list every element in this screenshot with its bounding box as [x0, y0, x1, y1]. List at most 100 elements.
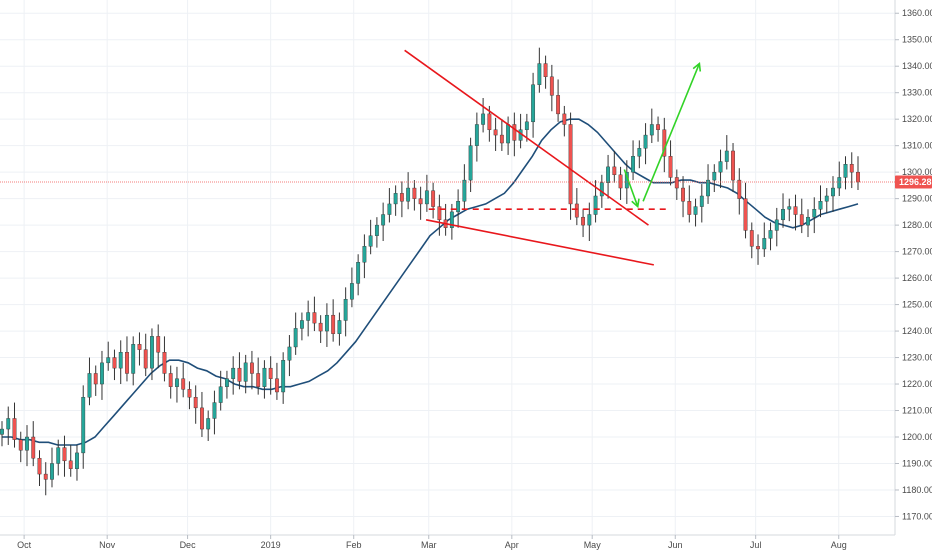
x-axis[interactable]: Oct Nov Dec 2019 Feb Mar Apr May Jun Jul Aug — [17, 535, 847, 550]
candle-up — [374, 224, 379, 236]
candle-up — [56, 447, 61, 464]
x-tick-label: May — [584, 540, 602, 550]
y-tick-label: 1220.00 — [902, 379, 932, 389]
candle-up — [118, 352, 123, 369]
upper-trendline — [404, 49, 649, 226]
candle-down — [62, 447, 67, 462]
candle-down — [512, 124, 517, 141]
y-tick-label: 1270.00 — [902, 247, 932, 257]
candle-up — [356, 262, 361, 284]
candle-up — [456, 201, 461, 213]
candle-down — [581, 216, 585, 226]
candle-down — [556, 95, 561, 115]
candle-down — [31, 436, 36, 459]
candle-down — [187, 389, 192, 398]
candle-up — [787, 206, 792, 210]
candle-up — [343, 299, 348, 321]
arrow-up-head — [692, 62, 702, 72]
candle-up — [225, 378, 229, 387]
candle-down — [143, 349, 148, 369]
y-tick-label: 1360.00 — [902, 8, 932, 18]
candle-up — [649, 124, 654, 136]
candle-up — [150, 336, 154, 369]
candle-up — [218, 386, 223, 403]
moving-average-layer — [2, 118, 859, 446]
candle-down — [318, 322, 323, 332]
candle-up — [231, 367, 236, 379]
candle-down — [437, 206, 442, 221]
candle-up — [643, 134, 648, 149]
candle-down — [687, 201, 692, 215]
candle-down — [256, 373, 261, 387]
candle-down — [543, 63, 548, 78]
y-tick-label: 1180.00 — [902, 485, 932, 495]
y-tick-label: 1310.00 — [902, 141, 932, 151]
x-tick-label: 2019 — [261, 540, 281, 550]
candle-down — [37, 457, 42, 475]
candle-up — [724, 150, 729, 162]
candle-down — [849, 164, 854, 173]
candle-down — [737, 179, 742, 199]
candle-up — [631, 156, 635, 173]
x-tick-label: Jul — [750, 540, 762, 550]
candle-up — [537, 63, 542, 85]
candle-up — [381, 214, 386, 226]
candle-down — [431, 190, 436, 207]
candle-up — [106, 357, 111, 364]
x-tick-label: Feb — [346, 540, 362, 550]
candle-up — [693, 206, 698, 215]
y-tick-label: 1330.00 — [902, 88, 932, 98]
candle-down — [731, 150, 735, 181]
candle-up — [424, 190, 429, 205]
candle-down — [112, 357, 117, 369]
candle-down — [681, 187, 685, 202]
candle-up — [406, 187, 411, 202]
candle-down — [499, 134, 504, 144]
candle-up — [474, 124, 479, 146]
y-tick-label: 1210.00 — [902, 406, 932, 416]
candle-down — [668, 156, 673, 178]
candle-down — [162, 352, 167, 374]
y-axis[interactable]: 1170.00 1180.00 1190.00 1200.00 1210.00 1220.… — [895, 8, 932, 521]
candle-down — [193, 397, 198, 409]
candle-down — [743, 198, 748, 231]
candle-down — [656, 124, 660, 130]
moving-average-line — [2, 118, 859, 446]
candle-down — [68, 460, 73, 469]
candle-up — [843, 164, 848, 178]
candle-down — [549, 76, 554, 96]
candle-up — [212, 402, 217, 419]
candle-up — [449, 211, 454, 228]
candle-down — [237, 367, 242, 382]
y-tick-label: 1240.00 — [902, 326, 932, 336]
arrow-up-shaft — [642, 63, 701, 202]
candle-down — [493, 129, 498, 136]
candle-up — [774, 219, 779, 231]
candle-up — [87, 373, 92, 398]
candle-down — [399, 193, 404, 202]
x-tick-label: Nov — [99, 540, 116, 550]
candle-up — [0, 428, 4, 435]
y-tick-label: 1170.00 — [902, 511, 932, 521]
candle-up — [806, 216, 810, 226]
y-tick-label: 1290.00 — [902, 194, 932, 204]
y-tick-label: 1300.00 — [902, 167, 932, 177]
arrow-down-shaft — [623, 169, 639, 207]
candle-down — [125, 352, 129, 374]
candle-down — [181, 378, 186, 390]
candle-up — [718, 161, 723, 173]
candle-up — [306, 312, 311, 321]
candle-up — [175, 378, 179, 387]
candle-down — [200, 407, 204, 430]
candle-down — [568, 124, 573, 205]
candle-up — [606, 166, 610, 183]
x-tick-label: Mar — [421, 540, 437, 550]
candle-up — [699, 195, 704, 207]
y-tick-label: 1340.00 — [902, 61, 932, 71]
candle-up — [262, 367, 267, 387]
x-tick-label: Dec — [180, 540, 197, 550]
candle-down — [168, 373, 173, 387]
y-tick-label: 1260.00 — [902, 273, 932, 283]
candle-down — [749, 230, 754, 247]
